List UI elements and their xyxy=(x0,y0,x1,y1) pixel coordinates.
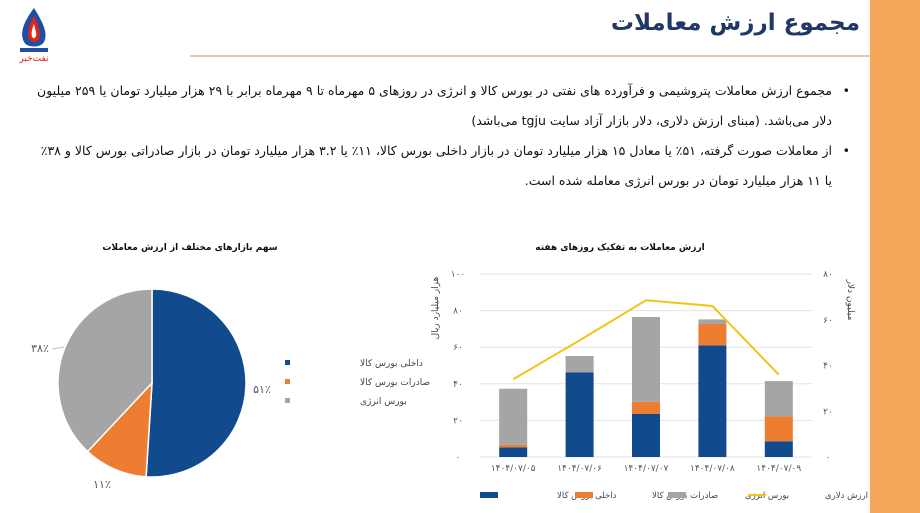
legend-label: صادرات بورس کالا xyxy=(360,378,430,388)
y-tick-label: ۸۰ xyxy=(453,307,463,317)
pie-data-label: ۵۱٪ xyxy=(253,383,271,396)
bar-segment xyxy=(698,323,727,346)
legend-label: بورس انرژی xyxy=(745,491,789,501)
pie-slice-2 xyxy=(86,380,153,478)
bar-segment xyxy=(565,355,594,373)
bar-segment xyxy=(565,372,594,457)
logo: نفت‌خبر xyxy=(14,6,54,64)
pie-data-label: ۳۸٪ xyxy=(31,342,49,355)
y-tick-label: ۴۰ xyxy=(453,380,463,390)
leader-line xyxy=(51,346,65,350)
legend-swatch xyxy=(285,379,290,384)
y2-tick-label: ۸۰ xyxy=(823,270,833,280)
pie-slice-3 xyxy=(57,288,153,453)
bar-segment xyxy=(499,447,528,457)
legend-swatch xyxy=(285,398,290,403)
y2-axis-title: میلیون دلار xyxy=(845,279,855,321)
bar-segment xyxy=(632,413,660,457)
logo-text: نفت‌خبر xyxy=(18,54,48,64)
legend-swatch xyxy=(285,360,290,365)
legend-swatch xyxy=(668,492,686,498)
bar-segment xyxy=(632,401,660,414)
bar-segment xyxy=(764,416,793,442)
y-axis-title: هزار میلیارد ریال xyxy=(431,276,441,339)
accent-sidebar xyxy=(870,0,920,513)
bar-segment xyxy=(698,319,727,324)
y-tick-label: ۲۰ xyxy=(453,416,463,426)
page-title: مجموع ارزش معاملات xyxy=(610,10,860,36)
x-tick-label: ۱۴۰۴/۰۷/۰۵ xyxy=(491,464,536,474)
pie-chart: ۵۱٪ ۱۱٪ ۳۸٪ داخلی بورس کالا صادرات بورس کالا… xyxy=(31,288,430,491)
legend-label: بورس انرژی xyxy=(360,397,407,407)
x-tick-label: ۱۴۰۴/۰۷/۰۹ xyxy=(756,464,801,474)
bar-segment xyxy=(632,317,660,402)
x-tick-label: ۱۴۰۴/۰۷/۰۸ xyxy=(690,464,735,474)
y2-tick-label: ۶۰ xyxy=(823,316,833,326)
legend-swatch xyxy=(480,492,498,498)
pie-slice-1 xyxy=(145,288,247,478)
x-tick-label: ۱۴۰۴/۰۷/۰۶ xyxy=(557,464,602,474)
bar-segment xyxy=(499,388,528,445)
y2-tick-label: ۰ xyxy=(826,453,831,463)
y2-tick-label: ۲۰ xyxy=(823,407,833,417)
summary-bullets: مجموع ارزش معاملات پتروشیمی و فرآورده ها… xyxy=(30,76,850,196)
y-tick-label: ۰ xyxy=(456,453,461,463)
legend-label: ارزش دلاری xyxy=(825,491,868,501)
pie-data-label: ۱۱٪ xyxy=(93,478,111,491)
bullet-item: از معاملات صورت گرفته، ۵۱٪ یا معادل ۱۵ ه… xyxy=(30,136,850,196)
bar-segment xyxy=(499,444,528,448)
bar-segment xyxy=(698,345,727,457)
y2-tick-label: ۴۰ xyxy=(823,362,833,372)
bar-segment xyxy=(764,381,793,417)
x-tick-label: ۱۴۰۴/۰۷/۰۷ xyxy=(624,464,669,474)
bar-chart-title: ارزش معاملات به تفکیک روزهای هفته xyxy=(535,243,705,253)
bar-segment xyxy=(764,441,793,457)
pie-chart-title: سهم بازارهای مختلف از ارزش معاملات xyxy=(102,243,277,253)
y-tick-label: ۱۰۰ xyxy=(451,270,466,280)
bar-chart: ۰ ۲۰ ۴۰ ۶۰ ۸۰ ۱۰۰ ۰ ۲۰ ۴۰ ۶۰ ۸۰ هزار میلیارد ریال می… xyxy=(431,270,868,501)
bullet-item: مجموع ارزش معاملات پتروشیمی و فرآورده ها… xyxy=(30,76,850,136)
legend-swatch xyxy=(575,492,593,498)
title-divider xyxy=(190,55,870,57)
y-tick-label: ۶۰ xyxy=(453,343,463,353)
legend-label: داخلی بورس کالا xyxy=(360,359,423,369)
